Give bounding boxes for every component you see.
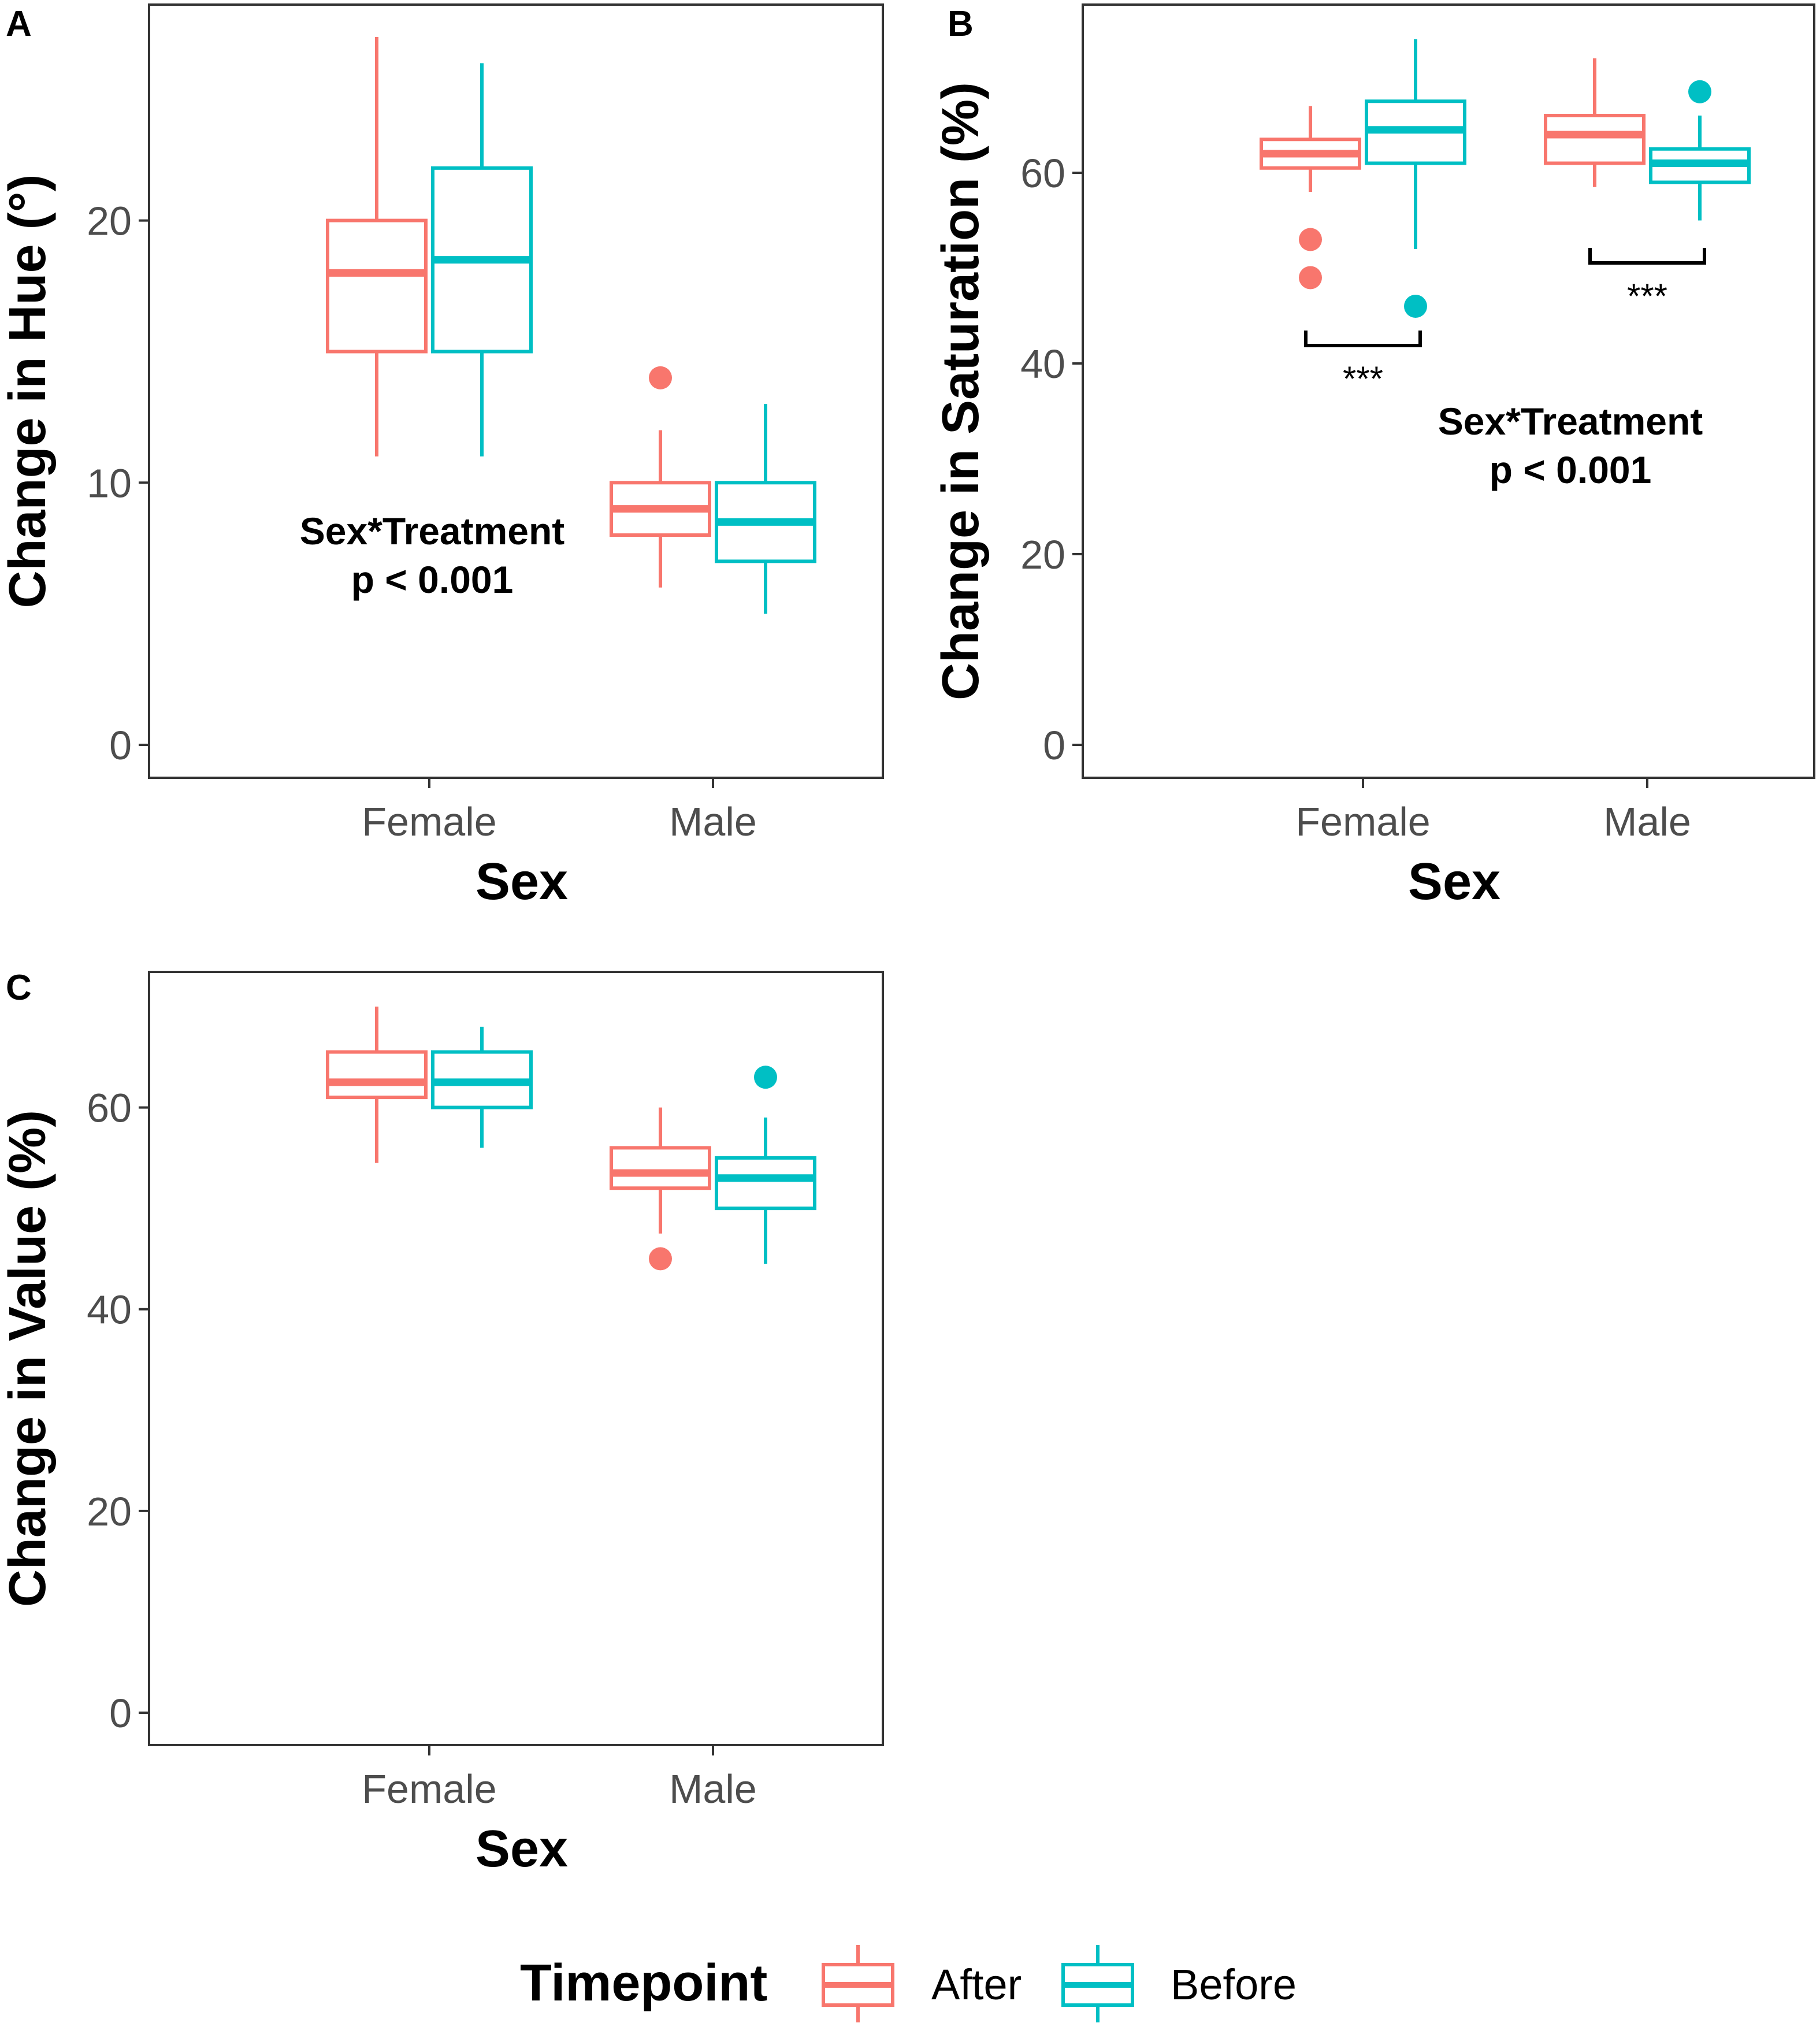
box-after-male [610,366,711,588]
panel-b: B 0 20 40 60 Change in Saturation (%) Female Ma… [932,3,1815,911]
y-tick-label: 60 [87,1086,132,1131]
y-tick-label: 20 [87,199,132,244]
box-before-female [1365,39,1466,318]
legend-item-before: Before [1061,1945,1297,2022]
legend-label-before: Before [1171,1961,1297,2009]
outlier-point [1688,80,1711,103]
y-tick-label: 0 [109,723,132,768]
significance-bracket-female: *** [1304,331,1422,398]
legend-item-after: After [822,1945,1022,2022]
x-tick-label-male: Male [669,1766,757,1812]
interaction-annotation: Sex*Treatment p < 0.001 [1438,400,1703,491]
significance-stars: *** [1627,277,1667,315]
x-axis-title: Sex [476,1820,568,1878]
annotation-line-2: p < 0.001 [351,558,514,601]
panel-label: C [6,968,32,1008]
significance-stars: *** [1343,359,1383,398]
outlier-point [1404,295,1427,318]
y-tick-label: 40 [1020,342,1065,387]
annotation-line-2: p < 0.001 [1490,448,1652,491]
box-iqr [326,1050,428,1100]
panel-label: A [6,4,32,44]
y-tick-label: 60 [1020,151,1065,196]
box-before-female [431,63,533,456]
bracket-line [1304,331,1422,347]
x-tick-label-male: Male [1603,799,1691,844]
y-tick-label: 20 [1020,532,1065,577]
significance-bracket-male: *** [1588,248,1706,315]
legend-label-after: After [931,1961,1022,2009]
annotation-line-1: Sex*Treatment [1438,400,1703,443]
box-before-female [431,1026,533,1148]
legend-title: Timepoint [520,1954,767,2012]
y-axis-title: Change in Hue (°) [0,175,57,608]
box-before-male [1649,80,1751,221]
box-after-female [326,37,428,456]
box-iqr [610,1146,711,1190]
plot-frame [1082,3,1815,779]
legend-items: After Before [822,1945,1297,2022]
y-tick-label: 10 [87,461,132,506]
plot-frame [148,3,884,779]
y-axis-title: Change in Saturation (%) [932,82,990,700]
x-tick-label-female: Female [362,799,496,844]
x-axis-title: Sex [1408,853,1500,911]
legend-key-before [1061,1945,1134,2022]
panel-a: A 0 10 20 Change in Hue (°) Female Male Sex Sex*… [0,3,884,911]
outlier-point [649,1247,672,1271]
box-before-male [715,404,816,614]
box-iqr [715,1156,816,1211]
box-after-male [1544,58,1646,187]
box-iqr [326,218,428,354]
outlier-point [649,366,672,389]
plot-frame [148,971,884,1746]
x-tick-label-male: Male [669,799,757,844]
annotation-line-1: Sex*Treatment [300,510,565,552]
box-iqr [1544,114,1646,165]
box-before-male [715,1066,816,1264]
y-tick-label: 40 [87,1287,132,1332]
x-tick-label-female: Female [362,1766,496,1812]
x-axis-title: Sex [476,853,568,911]
y-tick-label: 20 [87,1489,132,1534]
box-after-female [326,1007,428,1163]
panel-label: B [948,4,974,44]
x-tick-label-female: Female [1295,799,1430,844]
outlier-point [1299,266,1322,289]
legend-key-after [822,1945,894,2022]
y-axis-title: Change in Value (%) [0,1110,57,1607]
y-tick-label: 0 [109,1691,132,1736]
outlier-point [754,1066,777,1089]
panel-c: C 0 20 40 60 Change in Value (%) Female Male Sex [0,968,884,1878]
y-tick-label: 0 [1043,723,1065,768]
box-after-male [610,1107,711,1271]
box-after-female [1260,106,1361,289]
legend: Timepoint After Before [520,1945,1297,2022]
bracket-line [1588,248,1706,265]
interaction-annotation: Sex*Treatment p < 0.001 [300,510,565,601]
outlier-point [1299,228,1322,251]
